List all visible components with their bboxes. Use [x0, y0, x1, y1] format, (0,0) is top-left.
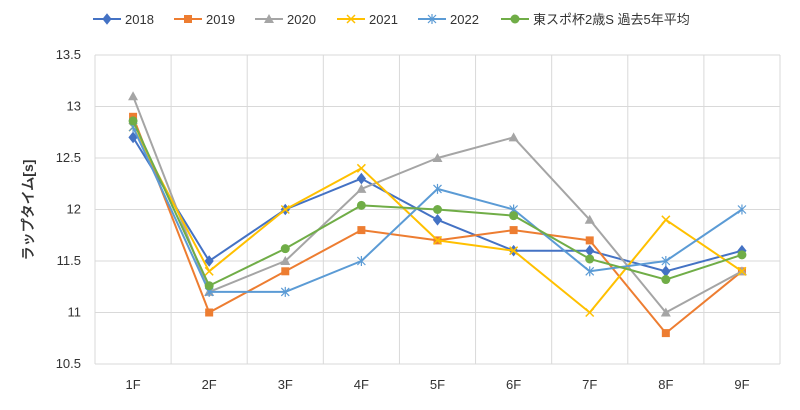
data-point — [432, 235, 443, 245]
data-point — [585, 244, 595, 257]
data-point — [737, 204, 747, 215]
legend-label: 2021 — [369, 12, 398, 27]
data-point — [356, 183, 367, 193]
marker-stroke — [737, 266, 747, 276]
data-point — [204, 266, 214, 276]
data-point — [508, 132, 519, 142]
marker-stroke — [432, 235, 443, 245]
data-point — [661, 329, 670, 338]
data-point — [585, 266, 595, 277]
x-tick-label: 8F — [658, 377, 673, 392]
data-point — [432, 153, 443, 162]
data-point — [128, 131, 138, 144]
x-tick-label: 7F — [582, 377, 597, 392]
data-point — [128, 116, 138, 126]
data-point — [281, 267, 290, 276]
data-point — [204, 281, 214, 291]
marker-stroke — [356, 163, 366, 173]
legend: 2018 2019 2020 2021 2022 東スポ杯2歳S 過去5年平均 — [93, 12, 690, 27]
legend-item: 2022 — [418, 12, 479, 27]
y-tick-label: 11 — [68, 305, 82, 320]
x-tick-label: 2F — [202, 377, 217, 392]
data-point — [356, 163, 366, 173]
y-tick-label: 13 — [67, 99, 81, 114]
x-tick-label: 4F — [354, 377, 369, 392]
marker-stroke — [346, 14, 356, 24]
data-point — [280, 244, 290, 254]
x-tick-label: 5F — [430, 377, 445, 392]
data-point — [661, 265, 671, 278]
marker-stroke — [661, 215, 671, 225]
y-tick-label: 12.5 — [56, 150, 81, 165]
data-point — [585, 236, 594, 245]
series-line — [132, 95, 743, 314]
data-point — [660, 307, 671, 317]
data-point — [433, 183, 442, 194]
data-point — [661, 275, 671, 285]
legend-item: 2018 — [93, 12, 154, 27]
legend-item: 2021 — [337, 12, 398, 27]
data-point — [357, 226, 366, 235]
data-point — [128, 91, 139, 101]
legend-marker — [264, 14, 274, 23]
data-point — [356, 200, 366, 210]
series-2 — [128, 91, 747, 317]
y-tick-label: 11.5 — [57, 253, 81, 268]
series — [128, 91, 747, 338]
legend-label: 2020 — [287, 12, 316, 27]
data-point — [737, 250, 747, 260]
y-tick-label: 12 — [67, 202, 81, 217]
data-point — [509, 246, 519, 256]
legend-label: 東スポ杯2歳S 過去5年平均 — [533, 12, 690, 27]
y-tick-label: 10.5 — [56, 356, 81, 371]
series-3 — [128, 122, 747, 318]
data-point — [585, 307, 595, 318]
marker-stroke — [204, 266, 214, 276]
data-point — [585, 254, 595, 264]
data-point — [280, 256, 291, 265]
x-tick-label: 9F — [734, 377, 749, 392]
legend-marker — [427, 14, 437, 24]
legend-marker — [346, 14, 356, 24]
data-point — [661, 256, 671, 266]
legend-marker — [184, 15, 192, 23]
marker-stroke — [280, 204, 290, 215]
axes: 10.5 11 11.5 12 12.5 13 13.5 1F 2F 3F 4F 5F 6F 7F 8F 9F — [56, 47, 750, 392]
data-point — [432, 213, 443, 226]
x-tick-label: 6F — [506, 377, 521, 392]
legend-marker — [510, 14, 520, 24]
data-point — [509, 211, 519, 221]
data-point — [433, 205, 442, 214]
data-point — [661, 215, 671, 225]
legend-marker — [102, 13, 112, 25]
legend-item: 2020 — [255, 12, 316, 27]
data-point — [356, 256, 366, 266]
legend-item: 東スポ杯2歳S 過去5年平均 — [501, 12, 690, 27]
data-point — [737, 266, 747, 276]
marker-stroke — [509, 246, 519, 256]
legend-label: 2022 — [450, 12, 479, 27]
data-point — [509, 226, 518, 235]
legend-item: 2019 — [174, 12, 235, 27]
marker-stroke — [585, 307, 595, 318]
series-5 — [128, 116, 747, 291]
data-point — [356, 172, 367, 185]
data-point — [280, 204, 290, 215]
legend-label: 2018 — [125, 12, 154, 27]
data-point — [205, 308, 214, 317]
data-point — [204, 255, 214, 267]
legend-label: 2019 — [206, 12, 235, 27]
data-point — [584, 214, 595, 224]
data-point — [280, 286, 290, 297]
y-axis-label: ラップタイム[s] — [20, 160, 36, 261]
y-tick-label: 13.5 — [56, 47, 81, 62]
x-tick-label: 1F — [125, 377, 140, 392]
series-4 — [128, 122, 747, 297]
x-tick-label: 3F — [278, 377, 293, 392]
